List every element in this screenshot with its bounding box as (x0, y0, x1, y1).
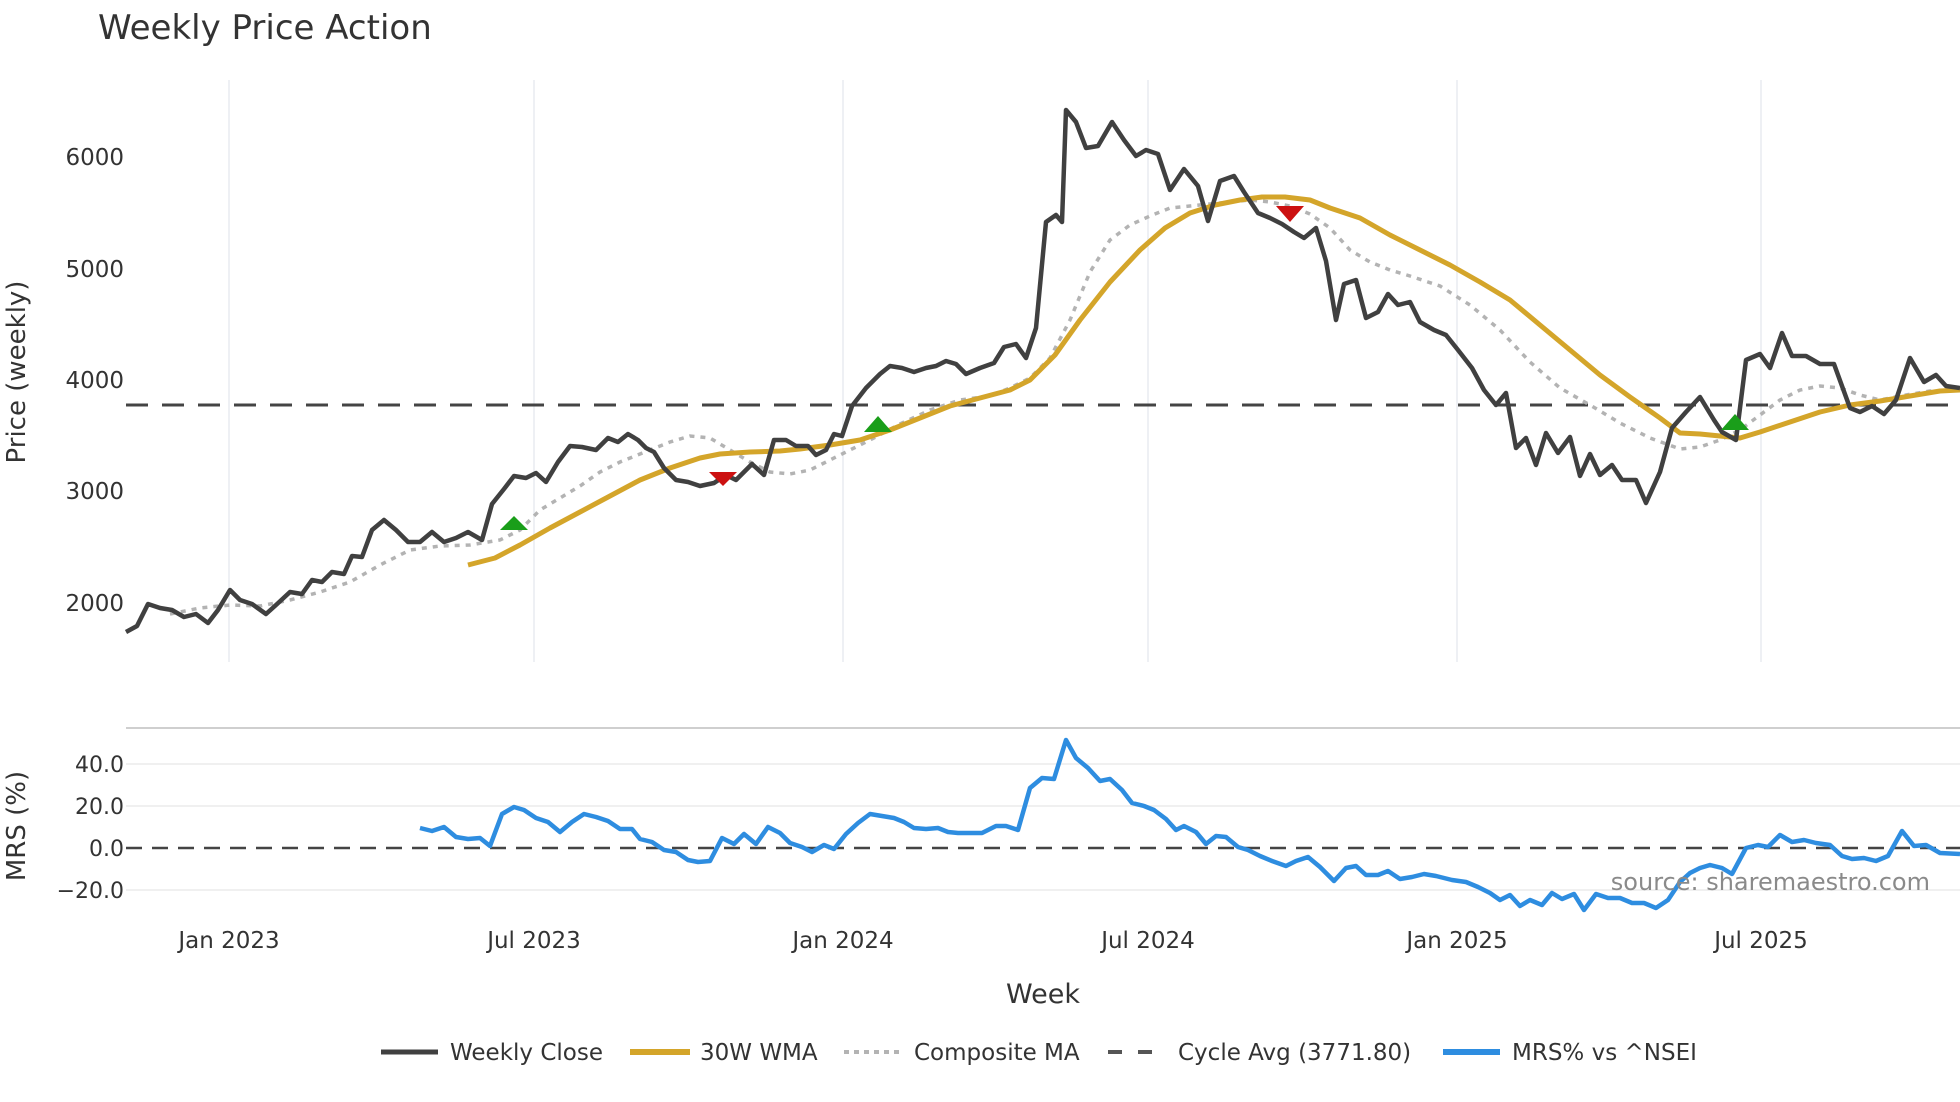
sell-signal-icon (1276, 206, 1304, 222)
buy-signal-icon (864, 416, 892, 432)
buy-signal-icon (500, 516, 528, 530)
x-axis-label: Week (1006, 979, 1080, 1010)
y-tick-5000: 5000 (65, 257, 124, 283)
legend-item-composite-ma[interactable]: Composite MA (844, 1040, 1080, 1066)
mrs-y-ticks: 40.0 20.0 0.0 −20.0 (57, 753, 124, 904)
x-ticks: Jan 2023 Jul 2023 Jan 2024 Jul 2024 Jan … (176, 928, 1807, 954)
legend-item-30w-wma[interactable]: 30W WMA (630, 1040, 818, 1066)
mrs-tick-0: 0.0 (89, 837, 124, 862)
legend-item-mrs[interactable]: MRS% vs ^NSEI (1443, 1040, 1697, 1066)
x-tick-jul-2024: Jul 2024 (1099, 928, 1195, 954)
weekly-close-line (124, 107, 1960, 634)
legend-label: Composite MA (914, 1040, 1080, 1066)
mrs-line (419, 737, 1960, 913)
mrs-gridlines (126, 763, 1960, 891)
x-tick-jan-2025: Jan 2025 (1404, 928, 1507, 954)
legend-label: Weekly Close (450, 1040, 603, 1066)
x-tick-jan-2024: Jan 2024 (790, 928, 893, 954)
y-tick-6000: 6000 (65, 145, 124, 171)
x-tick-jul-2023: Jul 2023 (485, 928, 581, 954)
legend-label: Cycle Avg (3771.80) (1178, 1040, 1411, 1066)
mrs-axis-label: MRS (%) (2, 771, 32, 881)
price-y-ticks: 6000 5000 4000 3000 2000 (65, 145, 124, 617)
y-tick-4000: 4000 (65, 368, 124, 394)
x-tick-jul-2025: Jul 2025 (1712, 928, 1808, 954)
y-tick-2000: 2000 (65, 591, 124, 617)
mrs-tick-neg20: −20.0 (57, 879, 124, 904)
source-watermark: source: sharemaestro.com (1611, 868, 1930, 896)
mrs-tick-40: 40.0 (75, 753, 124, 778)
legend-item-cycle-avg[interactable]: Cycle Avg (3771.80) (1108, 1040, 1411, 1066)
legend-label: 30W WMA (700, 1040, 818, 1066)
wma-30w-line (467, 194, 1960, 568)
chart-title: Weekly Price Action (98, 8, 432, 48)
price-axis-label: Price (weekly) (2, 281, 32, 464)
legend-item-weekly-close[interactable]: Weekly Close (381, 1040, 603, 1066)
sell-signal-icon (709, 472, 737, 486)
x-tick-jan-2023: Jan 2023 (176, 928, 279, 954)
y-tick-3000: 3000 (65, 479, 124, 505)
buy-signal-icon (1721, 414, 1749, 430)
legend: Weekly Close 30W WMA Composite MA Cycle … (381, 1040, 1697, 1066)
x-gridlines (228, 80, 1762, 662)
legend-label: MRS% vs ^NSEI (1512, 1040, 1697, 1066)
signal-markers (500, 206, 1749, 530)
mrs-tick-20: 20.0 (75, 795, 124, 820)
